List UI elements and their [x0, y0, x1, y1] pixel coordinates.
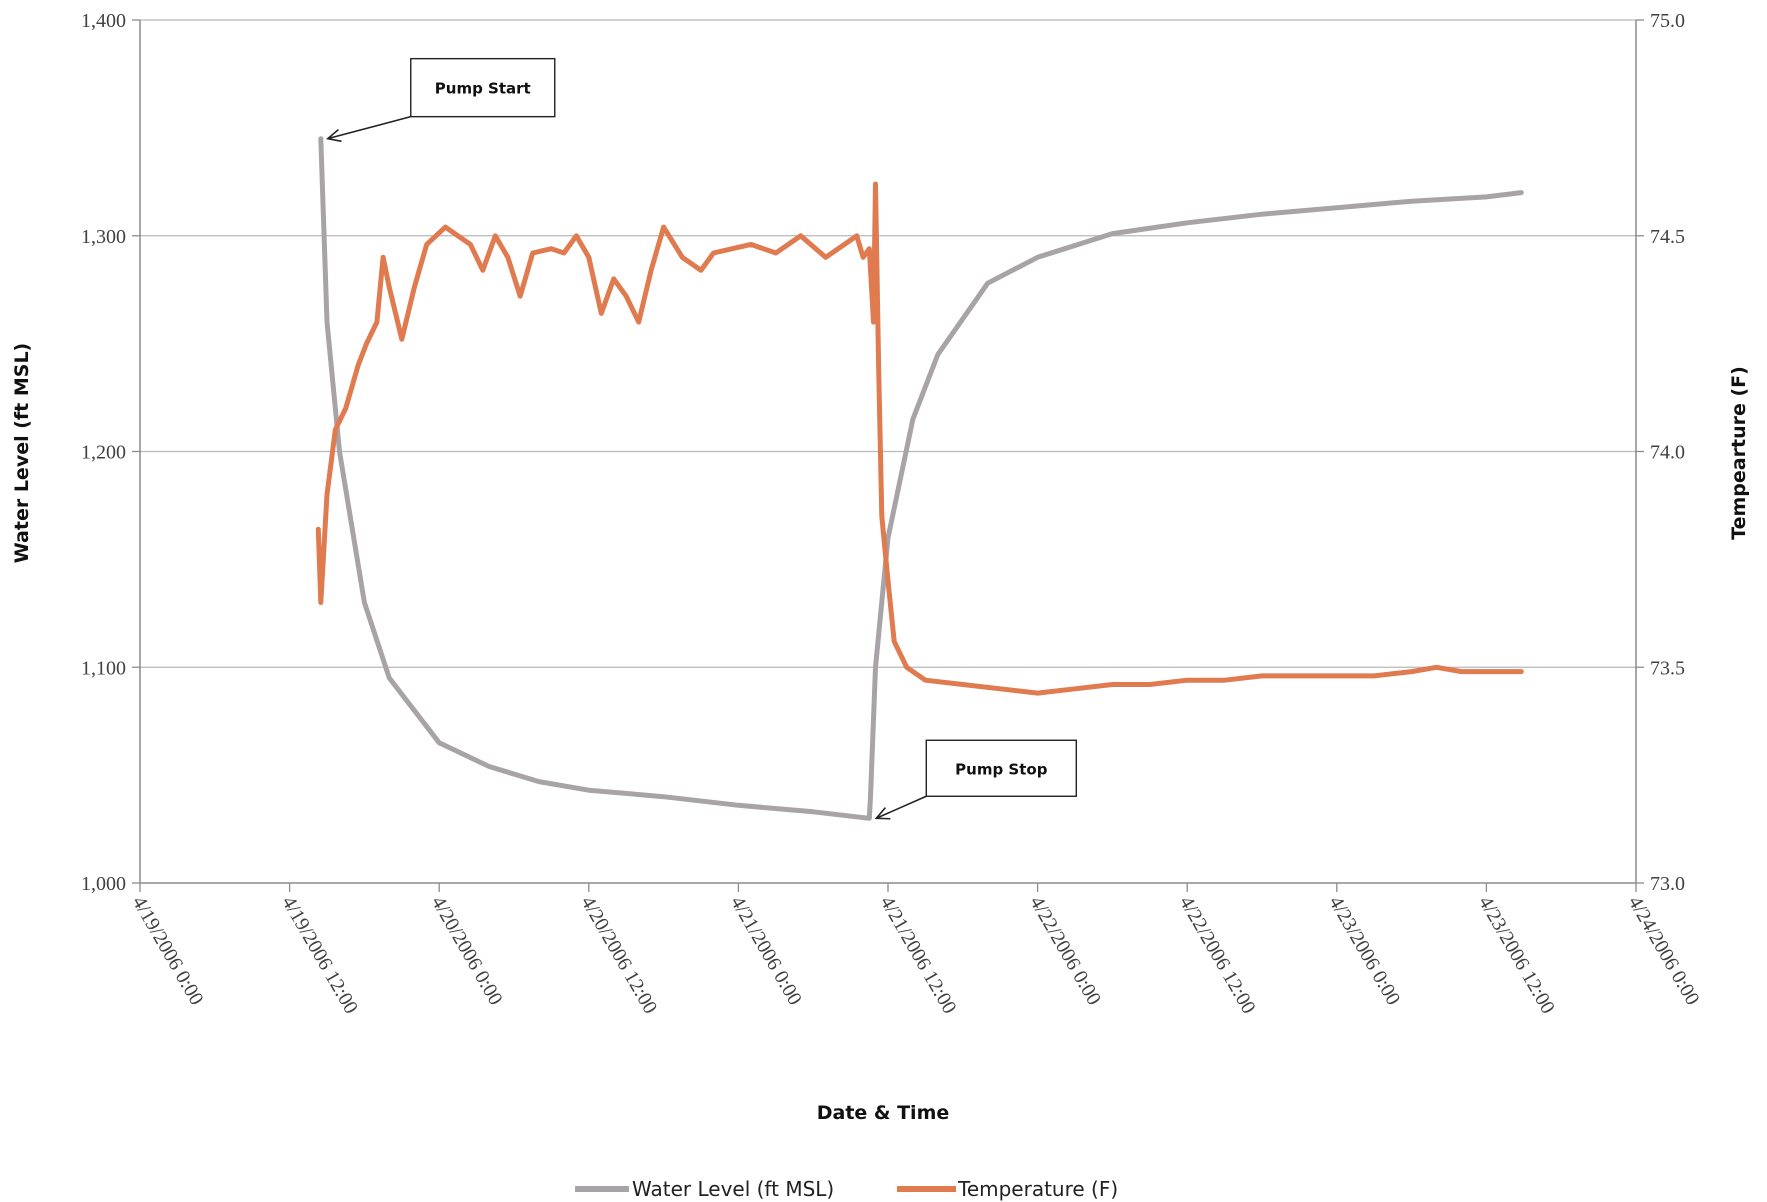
- y2-tick-label: 74.0: [1650, 442, 1685, 464]
- callout-arrowhead: [325, 128, 342, 143]
- x-tick-label: 4/24/2006 0:00: [1624, 893, 1704, 1009]
- callout-arrow: [875, 795, 927, 820]
- y-tick-label: 1,100: [81, 657, 126, 679]
- gridlines: [140, 19, 1636, 668]
- y-tick-label: 1,200: [81, 442, 126, 464]
- callout-arrowhead: [874, 807, 891, 820]
- legend-label-temperature: Temperature (F): [957, 1177, 1118, 1201]
- right-axis-tick-labels: 73.0 73.5 74.0 74.5 75.0: [1650, 10, 1685, 895]
- x-tick-label: 4/20/2006 0:00: [427, 893, 507, 1009]
- callout-pump-stop: Pump Stop: [874, 739, 1077, 820]
- x-tick-label: 4/22/2006 0:00: [1025, 893, 1105, 1009]
- callout-box: [410, 57, 556, 118]
- x-tick-label: 4/20/2006 12:00: [576, 893, 661, 1018]
- callout-text: Pump Stop: [955, 760, 1048, 778]
- left-axis-tick-labels: 1,000 1,100 1,200 1,300 1,400: [81, 10, 126, 895]
- legend: Water Level (ft MSL) Temperature (F): [575, 1177, 1118, 1201]
- water-level-line: [318, 136, 1524, 821]
- callout-arrow: [327, 115, 411, 140]
- temperature-line: [315, 181, 1524, 696]
- y-tick-label: 1,400: [81, 10, 126, 32]
- x-tick-label: 4/19/2006 12:00: [277, 893, 362, 1018]
- y-axis-title: Water Level (ft MSL): [11, 343, 33, 563]
- callout-text: Pump Start: [435, 80, 531, 98]
- y2-axis-title: Tempearture (F): [1728, 366, 1750, 540]
- x-axis-tick-labels: 4/19/2006 0:00 4/19/2006 12:00 4/20/2006 0…: [128, 893, 1704, 1018]
- y2-tick-label: 73.5: [1650, 657, 1685, 679]
- series-lines: [315, 136, 1524, 821]
- x-tick-label: 4/21/2006 0:00: [726, 893, 806, 1009]
- callout-box: [925, 739, 1077, 797]
- y2-tick-label: 75.0: [1650, 10, 1685, 32]
- x-tick-label: 4/23/2006 12:00: [1474, 893, 1559, 1018]
- y-tick-label: 1,000: [81, 873, 126, 895]
- x-tick-label: 4/23/2006 0:00: [1324, 893, 1404, 1009]
- y2-tick-label: 73.0: [1650, 873, 1685, 895]
- callout-pump-start: Pump Start: [325, 57, 556, 143]
- annotations: Pump Start Pump Stop: [325, 57, 1077, 820]
- y2-tick-label: 74.5: [1650, 226, 1685, 248]
- x-tick-label: 4/21/2006 12:00: [876, 893, 961, 1018]
- y-tick-label: 1,300: [81, 226, 126, 248]
- axes: [132, 19, 1644, 892]
- legend-label-water-level: Water Level (ft MSL): [632, 1177, 834, 1201]
- x-tick-label: 4/19/2006 0:00: [128, 893, 208, 1009]
- x-axis-title: Date & Time: [817, 1102, 950, 1124]
- x-tick-label: 4/22/2006 12:00: [1175, 893, 1260, 1018]
